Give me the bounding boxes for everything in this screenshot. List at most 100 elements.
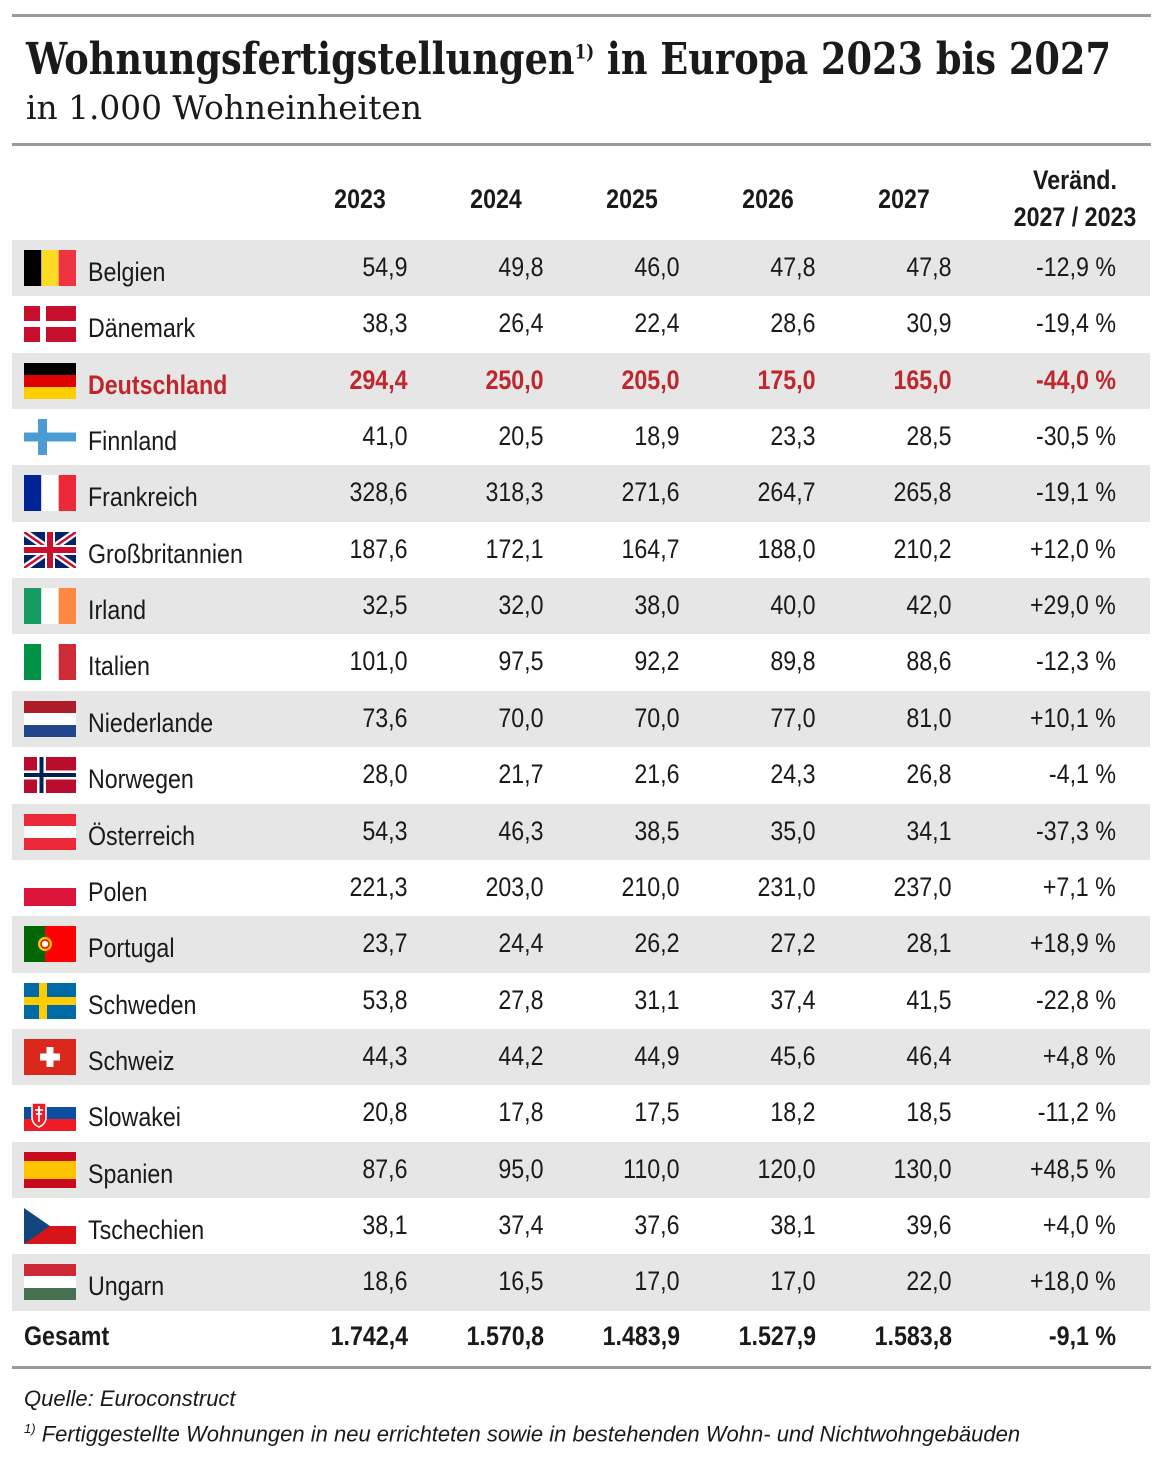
- value-cell: 24,4: [498, 928, 544, 959]
- total-value: 1.742,4: [330, 1320, 408, 1351]
- country-name: Österreich: [88, 820, 196, 851]
- change-cell: +7,1 %: [1043, 871, 1116, 902]
- flag: [24, 1038, 76, 1075]
- value-cell: 45,6: [770, 1040, 816, 1071]
- value-cell: 40,0: [770, 590, 816, 621]
- value-cell: 21,6: [634, 759, 680, 790]
- value-cell: 23,7: [362, 928, 408, 959]
- country-name: Polen: [88, 876, 148, 907]
- total-value: 1.583,8: [874, 1320, 952, 1351]
- flag: [24, 531, 76, 568]
- value-cell: 22,0: [906, 1266, 952, 1297]
- value-cell: 95,0: [498, 1153, 544, 1184]
- value-cell: 37,4: [770, 984, 816, 1015]
- change-cell: -11,2 %: [1037, 1097, 1116, 1128]
- value-cell: 210,2: [893, 533, 952, 564]
- flag: [24, 644, 76, 681]
- value-cell: 17,0: [770, 1266, 816, 1297]
- value-cell: 24,3: [770, 759, 816, 790]
- change-cell: +10,1 %: [1030, 702, 1116, 733]
- value-cell: 188,0: [757, 533, 816, 564]
- value-cell: 231,0: [757, 871, 816, 902]
- flag: [24, 869, 76, 906]
- value-cell: 70,0: [634, 702, 680, 733]
- row-shading: [12, 1028, 1150, 1086]
- value-cell: 205,0: [621, 364, 680, 395]
- flag: [24, 250, 76, 286]
- value-cell: 237,0: [893, 871, 952, 902]
- row-shading: [12, 240, 1150, 297]
- value-cell: 164,7: [621, 533, 680, 564]
- value-cell: 70,0: [498, 702, 544, 733]
- country-name: Dänemark: [88, 313, 196, 344]
- value-cell: 26,4: [498, 308, 544, 339]
- row-shading: [12, 1141, 1150, 1198]
- value-cell: 17,0: [634, 1266, 680, 1297]
- value-cell: 265,8: [893, 477, 952, 508]
- country-name: Belgien: [88, 257, 166, 287]
- change-cell: -12,9 %: [1035, 252, 1116, 282]
- value-cell: 26,2: [634, 928, 680, 959]
- value-cell: 187,6: [349, 533, 408, 564]
- country-name: Ungarn: [88, 1271, 165, 1302]
- value-cell: 165,0: [893, 364, 952, 395]
- value-cell: 73,6: [362, 702, 408, 733]
- change-cell: +29,0 %: [1030, 590, 1116, 621]
- value-cell: 89,8: [770, 646, 816, 677]
- change-cell: +18,0 %: [1030, 1266, 1116, 1297]
- country-name: Tschechien: [88, 1214, 205, 1245]
- column-header: 2023: [334, 184, 386, 214]
- value-cell: 250,0: [485, 364, 544, 395]
- footnote-mark: 1): [24, 1421, 36, 1436]
- value-cell: 18,6: [362, 1266, 408, 1297]
- value-cell: 16,5: [498, 1266, 544, 1297]
- value-cell: 110,0: [623, 1153, 680, 1184]
- change-header: 2027 / 2023: [1013, 202, 1137, 232]
- subtitle: in 1.000 Wohneinheiten: [26, 88, 422, 127]
- flag: [24, 1264, 76, 1301]
- value-cell: 38,1: [362, 1209, 408, 1240]
- value-cell: 44,9: [634, 1040, 680, 1071]
- change-cell: +18,9 %: [1030, 928, 1116, 959]
- value-cell: 77,0: [770, 702, 816, 733]
- total-value: 1.527,9: [738, 1320, 816, 1351]
- change-cell: +4,0 %: [1043, 1209, 1116, 1240]
- value-cell: 81,0: [906, 702, 952, 733]
- flag: [24, 813, 76, 850]
- value-cell: 17,8: [498, 1097, 544, 1128]
- value-cell: 18,5: [906, 1097, 952, 1128]
- country-name: Schweiz: [88, 1045, 175, 1076]
- title: Wohnungsfertigstellungen1) in Europa 202…: [26, 34, 1111, 85]
- flag: [24, 1207, 76, 1244]
- column-header: 2027: [878, 184, 930, 214]
- footnote-text: Fertiggestellte Wohnungen in neu erricht…: [41, 1421, 1021, 1447]
- value-cell: 271,6: [621, 477, 680, 508]
- value-cell: 18,2: [770, 1097, 816, 1128]
- value-cell: 54,3: [362, 815, 408, 846]
- change-cell: -4,1 %: [1048, 759, 1116, 790]
- value-cell: 38,3: [362, 308, 408, 339]
- value-cell: 318,3: [485, 477, 544, 508]
- value-cell: 328,6: [349, 477, 408, 508]
- value-cell: 47,8: [770, 252, 816, 282]
- value-cell: 27,2: [770, 928, 816, 959]
- value-cell: 210,0: [621, 871, 680, 902]
- source: Quelle: Euroconstruct: [24, 1386, 236, 1411]
- change-cell: +4,8 %: [1043, 1040, 1116, 1071]
- row-shading: [12, 465, 1150, 522]
- flag: [24, 306, 76, 343]
- flag: [24, 588, 76, 625]
- row-shading: [12, 1254, 1150, 1311]
- country-name: Finnland: [88, 426, 178, 457]
- country-name: Irland: [88, 595, 147, 626]
- value-cell: 41,5: [906, 984, 952, 1015]
- row-shading: [12, 803, 1150, 860]
- change-cell: -19,1 %: [1035, 477, 1116, 508]
- country-name: Deutschland: [88, 369, 228, 400]
- change-cell: +48,5 %: [1030, 1153, 1116, 1184]
- value-cell: 31,1: [634, 984, 680, 1015]
- value-cell: 30,9: [906, 308, 952, 339]
- flag: [24, 475, 76, 512]
- title-note: 1): [574, 39, 595, 64]
